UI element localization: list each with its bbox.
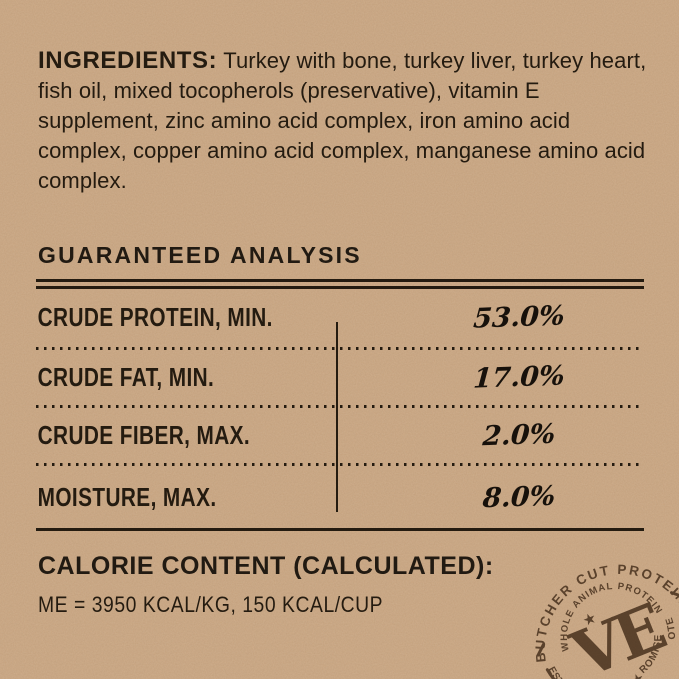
row-label-crude-protein: CRUDE PROTEIN, MIN. (37, 302, 273, 332)
table-row: CRUDE PROTEIN, MIN. 53.0% (36, 288, 644, 347)
ingredients-text: Turkey with bone, turkey liver, turkey h… (38, 48, 647, 193)
guaranteed-analysis-heading: GUARANTEED ANALYSIS (38, 242, 362, 268)
table-row: CRUDE FIBER, MAX. 2.0% (36, 408, 644, 463)
row-value-crude-fiber: 2.0% (481, 418, 557, 453)
double-rule (36, 279, 644, 289)
table-row: MOISTURE, MAX. 8.0% (36, 466, 644, 528)
star-icon: ★ (580, 609, 599, 630)
row-label-crude-fat: CRUDE FAT, MIN. (37, 362, 215, 392)
ingredients-heading: INGREDIENTS: (38, 47, 218, 74)
row-value-crude-fat: 17.0% (472, 360, 566, 395)
row-value-moisture: 8.0% (481, 480, 557, 514)
row-label-moisture: MOISTURE, MAX. (37, 481, 217, 512)
stamp-ring-arcs (536, 591, 679, 679)
table-row: CRUDE FAT, MIN. 17.0% (36, 350, 644, 405)
ingredients-section: INGREDIENTS: Turkey with bone, turkey liv… (38, 46, 650, 196)
column-divider (336, 322, 338, 512)
dotted-rule (36, 405, 644, 408)
calorie-content-heading: CALORIE CONTENT (CALCULATED): (38, 552, 494, 580)
calorie-content-value: ME = 3950 KCAL/KG, 150 KCAL/CUP (38, 592, 384, 617)
brand-stamp: BUTCHER CUT PROTEIN WHOLE ANIMAL PROTEIN… (508, 536, 679, 679)
row-label-crude-fiber: CRUDE FIBER, MAX. (37, 420, 251, 450)
dotted-rule (36, 463, 644, 466)
star-icon: ★ (628, 670, 647, 679)
table-bottom-rule (36, 528, 644, 531)
row-value-crude-protein: 53.0% (472, 300, 566, 335)
dotted-rule (36, 347, 644, 350)
